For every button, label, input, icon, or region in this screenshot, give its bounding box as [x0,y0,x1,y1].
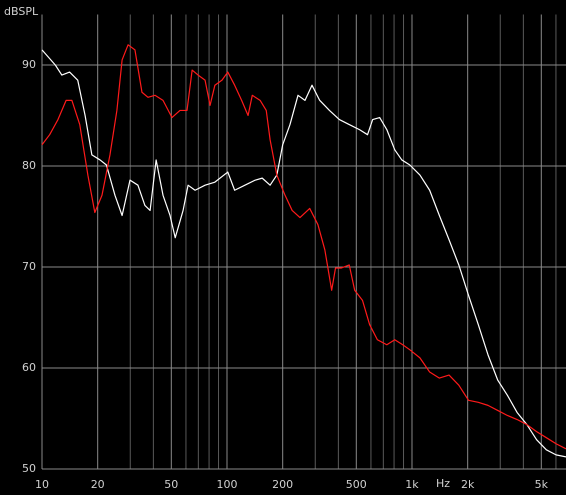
x-axis-label: Hz [436,477,450,490]
x-tick-label: 50 [164,478,178,491]
response-curve [41,49,566,458]
x-tick-label: 5k [535,478,549,491]
x-tick-label: 500 [346,478,367,491]
x-tick-label: 200 [272,478,293,491]
y-axis-label: dBSPL [4,5,39,18]
response-curve [41,44,566,450]
y-tick-label: 50 [22,462,36,475]
x-tick-label: 2k [461,478,475,491]
y-tick-label: 90 [22,58,36,71]
x-tick-label: 10 [35,478,49,491]
x-tick-label: 100 [216,478,237,491]
y-tick-label: 80 [22,159,36,172]
y-tick-label: 60 [22,361,36,374]
y-tick-label: 70 [22,260,36,273]
x-tick-label: 20 [91,478,105,491]
x-tick-label: 1k [405,478,419,491]
